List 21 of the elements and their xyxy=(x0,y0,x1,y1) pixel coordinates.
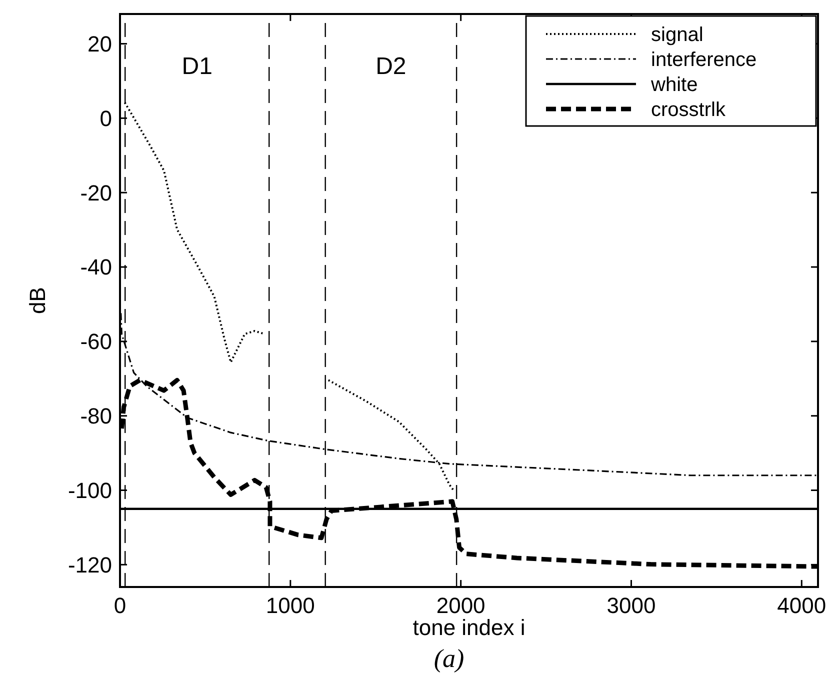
y-tick-label: 0 xyxy=(100,106,112,131)
annotation: D2 xyxy=(376,53,406,80)
legend-label: white xyxy=(650,74,698,96)
x-tick-label: 3000 xyxy=(606,593,656,618)
y-tick-label: -80 xyxy=(80,404,112,429)
x-tick-label: 4000 xyxy=(777,593,826,618)
y-tick-label: -120 xyxy=(68,552,112,578)
x-axis-title: tone index i xyxy=(412,615,526,640)
y-tick-label: -60 xyxy=(80,329,112,354)
y-tick-label: 20 xyxy=(88,31,112,56)
y-axis-title: dB xyxy=(25,287,50,314)
annotation: D1 xyxy=(182,53,212,80)
text: (a) xyxy=(434,644,464,673)
legend-label: signal xyxy=(651,24,704,46)
y-tick-label: -40 xyxy=(80,254,112,280)
x-tick-label: 2000 xyxy=(436,593,486,618)
legend-label: interference xyxy=(651,49,757,71)
y-tick-label: -100 xyxy=(68,478,112,503)
y-tick-label: -20 xyxy=(80,180,112,206)
x-tick-label: 1000 xyxy=(266,593,315,618)
legend-label: crosstrlk xyxy=(651,99,726,121)
